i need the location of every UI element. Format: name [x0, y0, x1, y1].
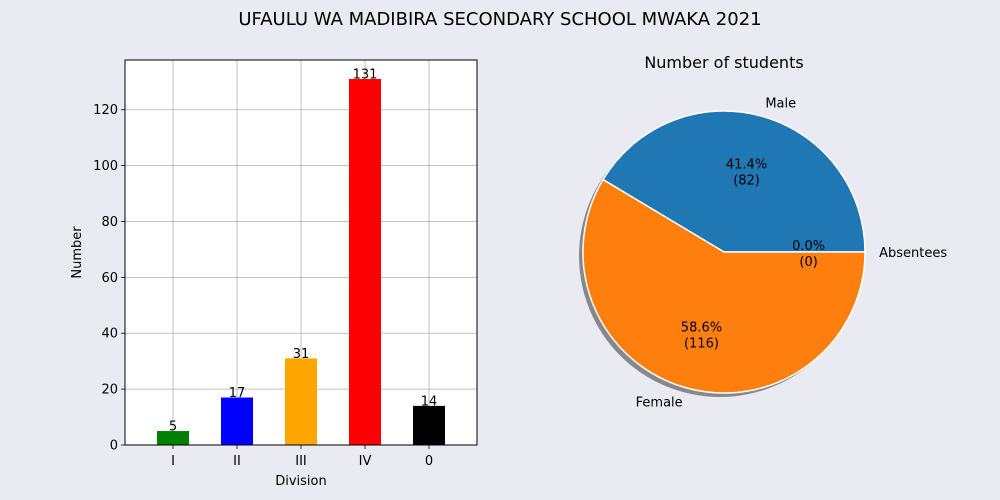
pie-slices: [582, 110, 866, 394]
y-tick-label: 0: [110, 439, 118, 454]
bar-data-label: 131: [353, 67, 378, 82]
y-tick-label: 40: [101, 327, 118, 342]
bar-I: [157, 431, 189, 445]
pie-title: Number of students: [644, 53, 803, 72]
pie-chart: Number of students Male 41.4%(82) Female 58…: [579, 53, 947, 410]
x-axis-ticks: I II III IV 0: [171, 445, 433, 469]
x-tick-label: 0: [425, 454, 433, 469]
bar-III: [285, 358, 317, 445]
bar-data-label: 5: [169, 420, 177, 435]
pie-label: Absentees: [879, 246, 947, 261]
x-axis-label: Division: [275, 474, 327, 489]
y-tick-label: 120: [93, 103, 118, 118]
pie-label: Female: [636, 395, 683, 410]
bar-II: [221, 397, 253, 445]
y-tick-label: 60: [101, 271, 118, 286]
pie-slice-male: [602, 110, 866, 253]
bar-IV: [349, 78, 381, 446]
pie-labels: Male 41.4%(82) Female 58.6%(116) Absentees 0.…: [636, 97, 948, 411]
pie-slice-female: [582, 178, 866, 394]
y-axis-label: Number: [70, 226, 85, 279]
figure-title: UFAULU WA MADIBIRA SECONDARY SCHOOL MWAK…: [238, 9, 761, 30]
bar-data-label: 14: [421, 394, 438, 409]
pie-value-label: (82): [733, 173, 760, 188]
bar-data-label: 31: [293, 347, 310, 362]
y-tick-label: 80: [101, 215, 118, 230]
bar-series: [157, 78, 445, 446]
x-tick-label: I: [171, 454, 175, 469]
y-tick-label: 100: [93, 159, 118, 174]
pie-value-label: (116): [684, 337, 719, 352]
x-tick-label: IV: [359, 454, 372, 469]
pie-percent-label: 58.6%: [681, 321, 722, 336]
pie-label: Male: [765, 97, 796, 112]
bar-data-labels: 5 17 31 131 14: [169, 67, 437, 434]
pie-percent-label: 41.4%: [726, 157, 767, 172]
pie-value-label: (0): [799, 255, 817, 270]
y-tick-label: 20: [101, 383, 118, 398]
pie-percent-label: 0.0%: [792, 239, 825, 254]
y-axis-ticks: 0 20 40 60 80 100 120: [93, 103, 125, 454]
bar-data-label: 17: [229, 386, 246, 401]
x-tick-label: II: [233, 454, 241, 469]
x-tick-label: III: [295, 454, 307, 469]
bar-0: [413, 405, 445, 445]
